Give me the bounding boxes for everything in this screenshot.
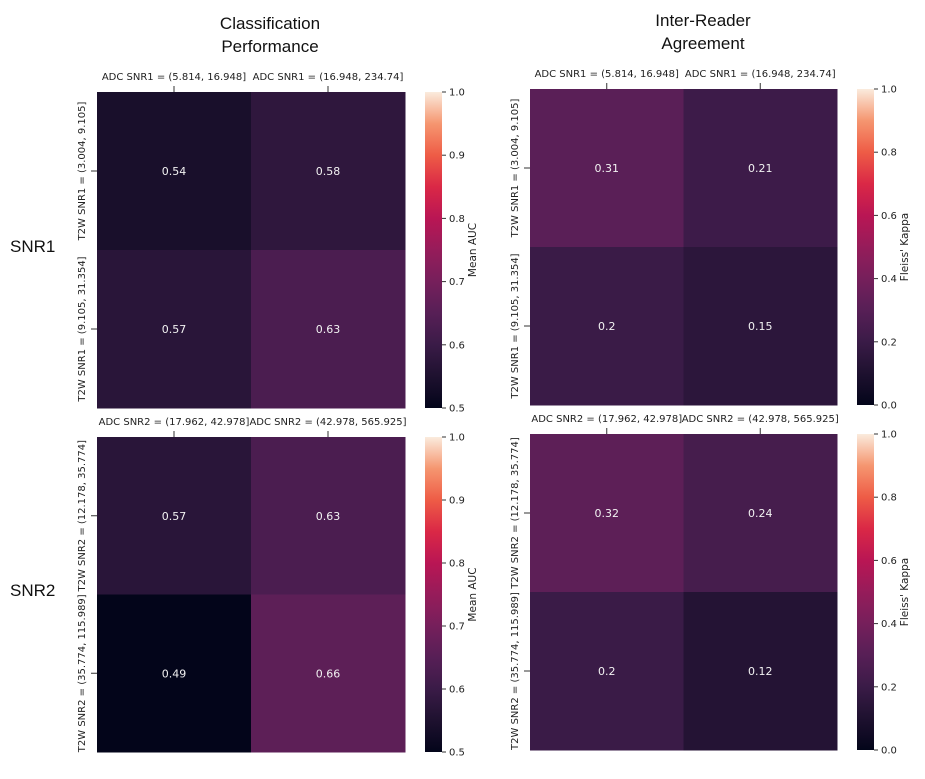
column-header-left-line1: Classification [220, 14, 320, 33]
colorbar-tick-label-2: 0.7 [449, 622, 465, 633]
cell-value-label-r1-c0: 0.57 [162, 323, 187, 336]
cell-value-label-r1-c0: 0.2 [598, 320, 616, 333]
cell-value-label-r0-c0: 0.32 [595, 507, 620, 520]
colorbar-label: Mean AUC [467, 223, 479, 277]
colorbar-tick-label-4: 0.8 [881, 148, 897, 159]
x-tick-label-1: ADC SNR2 = (42.978, 565.925] [682, 414, 839, 425]
heatmap-cell-r1-c0 [97, 250, 252, 409]
colorbar-tick-label-4: 0.8 [881, 493, 897, 504]
colorbar-tick-label-3: 0.6 [881, 556, 897, 567]
colorbar-tick-label-5: 1.0 [881, 430, 897, 441]
colorbar-tick-label-5: 1.0 [881, 85, 897, 96]
x-tick-label-1: ADC SNR1 = (16.948, 234.74] [685, 69, 836, 80]
cell-value-label-r0-c1: 0.63 [316, 510, 341, 523]
colorbar [857, 89, 874, 405]
heatmap-cell-r1-c0 [97, 594, 252, 753]
colorbar-tick-label-1: 0.2 [881, 682, 897, 693]
cell-value-label-r1-c0: 0.49 [162, 667, 187, 680]
x-tick-label-1: ADC SNR1 = (16.948, 234.74] [253, 72, 404, 83]
heatmap-cell-r0-c1 [251, 437, 406, 595]
cell-value-label-r0-c0: 0.31 [595, 162, 620, 175]
cell-value-label-r0-c1: 0.21 [748, 162, 773, 175]
colorbar [425, 92, 442, 408]
heatmap-cell-r1-c0 [530, 247, 684, 406]
y-tick-label-0: T2W SNR1 = (3.004, 9.105] [77, 101, 88, 241]
x-tick-label-0: ADC SNR2 = (17.962, 42.978] [99, 417, 250, 428]
cell-value-label-r1-c1: 0.63 [316, 323, 341, 336]
x-tick-label-0: ADC SNR1 = (5.814, 16.948] [102, 72, 246, 83]
colorbar-tick-label-0: 0.0 [881, 401, 897, 412]
cell-value-label-r1-c1: 0.12 [748, 665, 773, 678]
y-tick-label-0: T2W SNR2 = (12.178, 35.774] [77, 440, 88, 593]
colorbar-tick-label-2: 0.4 [881, 619, 897, 630]
heatmap-cell-r1-c1 [683, 592, 838, 751]
colorbar-tick-label-5: 1.0 [449, 433, 465, 444]
heatmap-cell-r0-c0 [97, 437, 252, 595]
colorbar-tick-label-1: 0.2 [881, 337, 897, 348]
colorbar-tick-label-5: 1.0 [449, 88, 465, 99]
heatmap-cell-r1-c1 [251, 594, 406, 753]
x-tick-label-0: ADC SNR2 = (17.962, 42.978] [531, 414, 682, 425]
column-header-right-line2: Agreement [661, 34, 744, 53]
column-header-right-line1: Inter-Reader [655, 11, 751, 30]
colorbar [857, 434, 874, 750]
y-tick-label-0: T2W SNR2 = (12.178, 35.774] [510, 437, 521, 590]
colorbar-tick-label-2: 0.4 [881, 274, 897, 285]
y-tick-label-1: T2W SNR2 = (35.774, 115.989] [510, 592, 521, 751]
colorbar-label: Fleiss' Kappa [899, 558, 911, 626]
cell-value-label-r0-c0: 0.57 [162, 510, 187, 523]
heatmap-cell-r0-c0 [530, 89, 684, 248]
cell-value-label-r0-c0: 0.54 [162, 165, 187, 178]
cell-value-label-r0-c1: 0.58 [316, 165, 341, 178]
cell-value-label-r1-c1: 0.66 [316, 667, 341, 680]
heatmap-cell-r1-c1 [251, 250, 406, 409]
heatmap-cell-r1-c1 [683, 247, 838, 406]
colorbar-tick-label-2: 0.7 [449, 277, 465, 288]
cell-value-label-r1-c0: 0.2 [598, 665, 616, 678]
column-header-left-line2: Performance [221, 37, 318, 56]
x-tick-label-0: ADC SNR1 = (5.814, 16.948] [535, 69, 679, 80]
colorbar-tick-label-3: 0.8 [449, 559, 465, 570]
row-label-snr1: SNR1 [10, 237, 55, 256]
colorbar-tick-label-3: 0.8 [449, 214, 465, 225]
heatmap-cell-r0-c0 [530, 434, 684, 593]
colorbar-tick-label-1: 0.6 [449, 340, 465, 351]
colorbar-tick-label-0: 0.5 [449, 404, 465, 415]
row-label-snr2: SNR2 [10, 581, 55, 600]
y-tick-label-1: T2W SNR1 = (9.105, 31.354] [510, 253, 521, 399]
colorbar-tick-label-0: 0.5 [449, 748, 465, 759]
colorbar-tick-label-0: 0.0 [881, 746, 897, 757]
heatmap-panel-kappa-snr1: 0.31 0.21 0.2 0.15 ADC SNR1 = (5.814, 16.948… [510, 69, 911, 412]
y-tick-label-1: T2W SNR1 = (9.105, 31.354] [77, 256, 88, 402]
heatmap-cell-r0-c0 [97, 92, 252, 251]
heatmap-panel-auc-snr1: 0.54 0.58 0.57 0.63 ADC SNR1 = (5.814, 16.94… [77, 72, 479, 415]
colorbar [425, 437, 442, 752]
heatmap-panel-auc-snr2: 0.57 0.63 0.49 0.66 ADC SNR2 = (17.962, 42.9… [77, 417, 479, 759]
colorbar-label: Mean AUC [467, 567, 479, 621]
colorbar-tick-label-4: 0.9 [449, 151, 465, 162]
heatmap-cell-r1-c0 [530, 592, 684, 751]
y-tick-label-0: T2W SNR1 = (3.004, 9.105] [510, 98, 521, 238]
colorbar-label: Fleiss' Kappa [899, 213, 911, 281]
cell-value-label-r1-c1: 0.15 [748, 320, 773, 333]
heatmap-cell-r0-c1 [683, 434, 838, 593]
heatmap-cell-r0-c1 [683, 89, 838, 248]
y-tick-label-1: T2W SNR2 = (35.774, 115.989] [77, 594, 88, 753]
x-tick-label-1: ADC SNR2 = (42.978, 565.925] [249, 417, 406, 428]
colorbar-tick-label-4: 0.9 [449, 496, 465, 507]
cell-value-label-r0-c1: 0.24 [748, 507, 773, 520]
heatmap-panel-kappa-snr2: 0.32 0.24 0.2 0.12 ADC SNR2 = (17.962, 42.97… [510, 414, 911, 757]
heatmap-cell-r0-c1 [251, 92, 406, 251]
colorbar-tick-label-3: 0.6 [881, 211, 897, 222]
colorbar-tick-label-1: 0.6 [449, 685, 465, 696]
